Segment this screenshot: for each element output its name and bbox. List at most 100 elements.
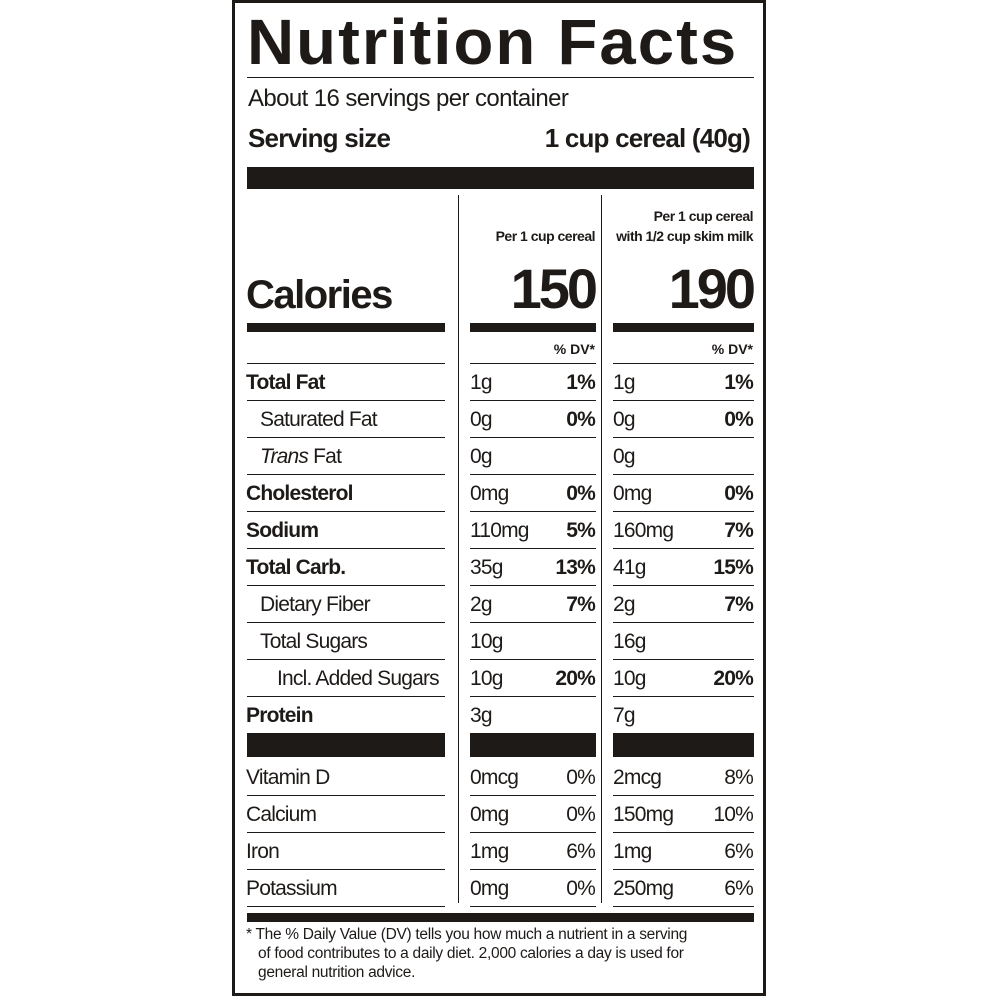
footnote-line-2: of food contributes to a daily diet. 2,0… (258, 945, 684, 962)
calories-value-1: 150 (510, 257, 598, 320)
dv-col-2: 8% (724, 766, 754, 789)
calories-bar-1 (247, 323, 445, 332)
row-divider (470, 659, 596, 660)
amount-col-1: 1g (470, 371, 493, 394)
dv-col-1: 0% (566, 482, 596, 505)
dv-col-2: 0% (724, 408, 754, 431)
footnote-line-1: * The % Daily Value (DV) tells you how m… (246, 926, 688, 943)
nutrient-name: Saturated Fat (260, 408, 378, 431)
nutrient-row: Incl. Added Sugars 10g 20% 10g 20% (235, 660, 763, 697)
row-divider (247, 832, 445, 833)
nutrient-name: Incl. Added Sugars (277, 667, 440, 690)
dv-col-1: 6% (566, 840, 596, 863)
title-divider (247, 77, 754, 78)
dv-col-2: 6% (724, 840, 754, 863)
footnote: * The % Daily Value (DV) tells you how m… (246, 925, 761, 982)
amount-col-1: 1mg (470, 840, 509, 863)
amount-col-1: 0mg (470, 803, 509, 826)
dv-col-2: 1% (724, 371, 754, 394)
dv-col-2: 15% (713, 556, 753, 579)
nutrient-name: Total Sugars (260, 630, 368, 653)
nutrient-row: Potassium 0mg 0% 250mg 6% (235, 870, 763, 907)
row-divider (247, 400, 445, 401)
row-divider (613, 437, 754, 438)
vitamin-bar-3 (613, 733, 754, 757)
dv-col-2: 0% (724, 482, 754, 505)
amount-col-2: 250mg (613, 877, 674, 900)
calories-value-2: 190 (668, 257, 756, 320)
amount-col-1: 0g (470, 445, 493, 468)
dv-col-1: 20% (555, 667, 595, 690)
amount-col-1: 0mg (470, 877, 509, 900)
nutrient-name: Vitamin D (246, 766, 330, 789)
nutrient-row: Total Sugars 10g 16g (235, 623, 763, 660)
row-divider (613, 548, 754, 549)
nutrient-row: Calcium 0mg 0% 150mg 10% (235, 796, 763, 833)
row-divider (470, 906, 596, 907)
nutrient-name: Dietary Fiber (260, 593, 371, 616)
row-divider (247, 474, 445, 475)
amount-col-1: 0mg (470, 482, 509, 505)
nutrient-name: Total Carb. (246, 556, 346, 579)
row-divider (613, 622, 754, 623)
column-2-header-line-2: with 1/2 cup skim milk (616, 228, 753, 244)
amount-col-1: 0g (470, 408, 493, 431)
row-divider (247, 437, 445, 438)
nutrient-name: Total Fat (246, 371, 326, 394)
serving-thick-bar (247, 167, 754, 189)
dv-col-2: 7% (724, 519, 754, 542)
column-separator-1 (458, 195, 459, 903)
nutrient-row: Protein 3g 7g (235, 697, 763, 734)
column-separator-2 (601, 195, 602, 903)
row-divider (470, 832, 596, 833)
amount-col-2: 2mcg (613, 766, 662, 789)
amount-col-1: 110mg (470, 519, 529, 542)
row-divider (247, 659, 445, 660)
dv-col-1: 5% (566, 519, 596, 542)
amount-col-1: 10g (470, 667, 503, 690)
serving-size-value: 1 cup cereal (40g) (544, 123, 751, 153)
row-divider (470, 869, 596, 870)
row-divider (613, 474, 754, 475)
row-divider (613, 906, 754, 907)
dv-col-1: 1% (566, 371, 596, 394)
vitamin-bar-1 (247, 733, 445, 757)
footnote-line-3: general nutrition advice. (258, 964, 416, 981)
row-divider (247, 548, 445, 549)
column-2-header-line-1: Per 1 cup cereal (653, 208, 754, 224)
amount-col-2: 0mg (613, 482, 652, 505)
calories-bar-2 (470, 323, 596, 332)
nutrient-name: Sodium (246, 519, 319, 542)
dv-col-1: 0% (566, 877, 596, 900)
nutrition-facts-label: Nutrition Facts About 16 servings per co… (232, 0, 766, 996)
divider (470, 363, 596, 364)
amount-col-2: 0g (613, 445, 636, 468)
nutrient-row: Trans Fat 0g 0g (235, 438, 763, 475)
nutrient-name: Potassium (246, 877, 338, 900)
nutrient-name: Iron (246, 840, 280, 863)
dv-col-2: 6% (724, 877, 754, 900)
amount-col-1: 35g (470, 556, 503, 579)
nutrient-row: Iron 1mg 6% 1mg 6% (235, 833, 763, 870)
nutrient-name: Calcium (246, 803, 317, 826)
nutrient-name-italic: Trans (260, 445, 309, 468)
nutrient-row: Cholesterol 0mg 0% 0mg 0% (235, 475, 763, 512)
row-divider (470, 400, 596, 401)
amount-col-2: 160mg (613, 519, 674, 542)
serving-size-label: Serving size (248, 123, 391, 153)
amount-col-1: 3g (470, 704, 493, 727)
divider (613, 363, 754, 364)
divider (247, 363, 445, 364)
row-divider (470, 437, 596, 438)
dv-col-1: 0% (566, 408, 596, 431)
amount-col-2: 0g (613, 408, 636, 431)
row-divider (613, 400, 754, 401)
amount-col-1: 2g (470, 593, 493, 616)
servings-per-container: About 16 servings per container (248, 85, 569, 112)
amount-col-2: 1g (613, 371, 636, 394)
dv-header-2: % DV* (711, 341, 753, 357)
row-divider (470, 548, 596, 549)
row-divider (247, 795, 445, 796)
dv-col-1: 0% (566, 803, 596, 826)
nutrient-row: Sodium 110mg 5% 160mg 7% (235, 512, 763, 549)
